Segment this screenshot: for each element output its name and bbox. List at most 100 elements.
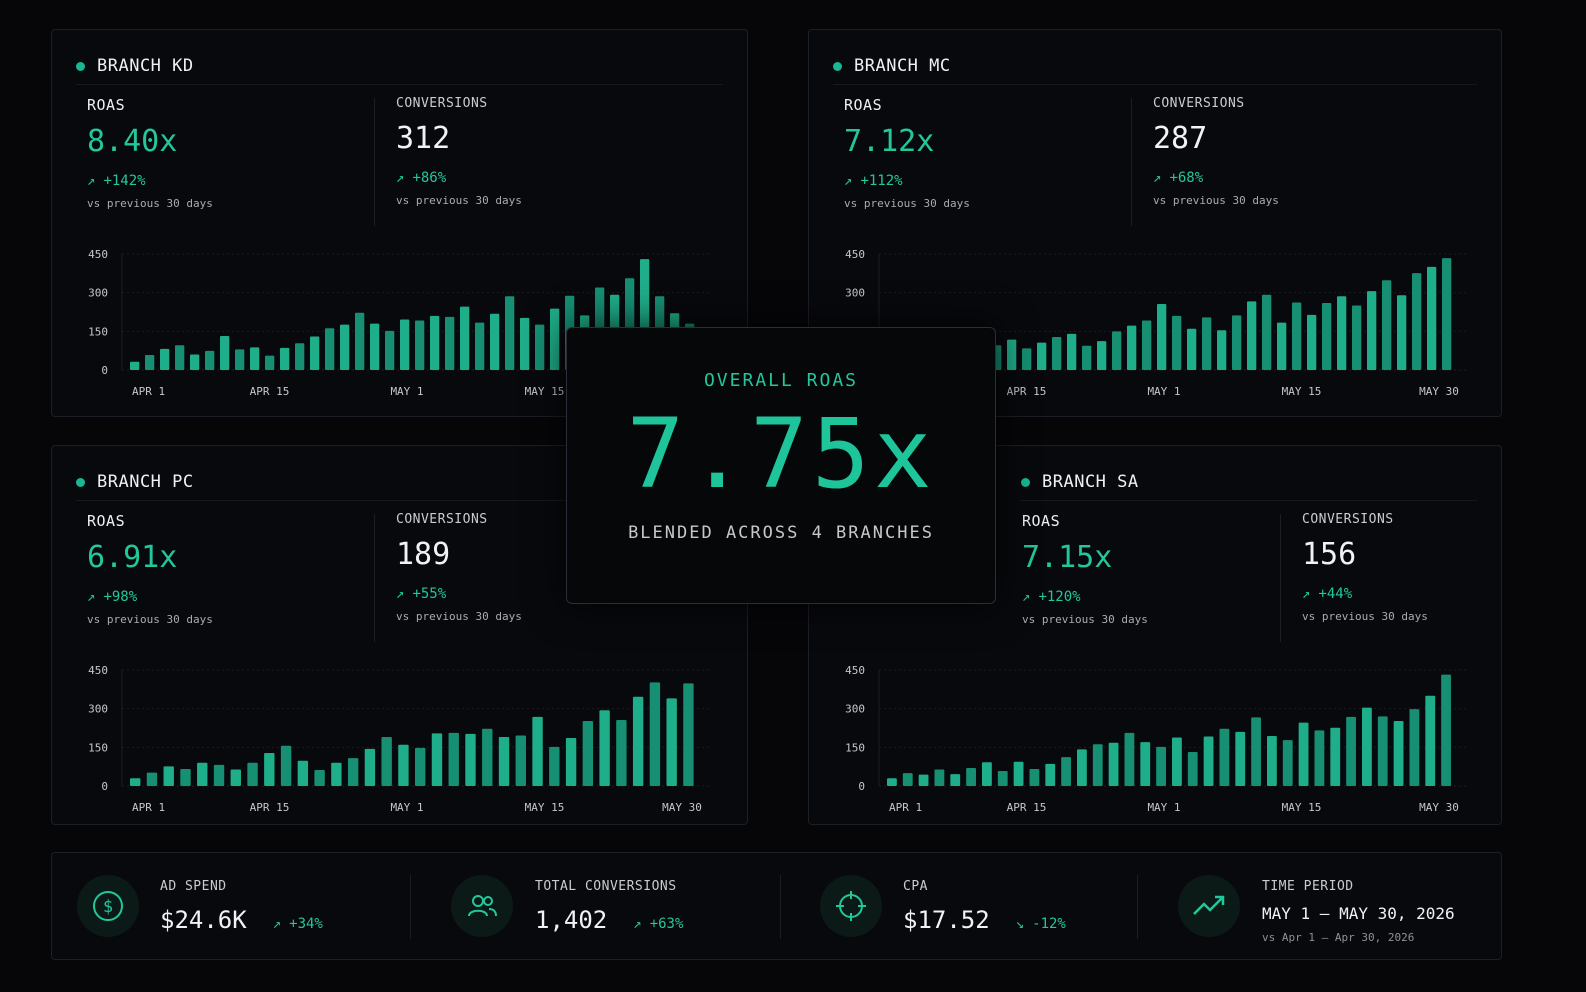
total-conversions-label: TOTAL CONVERSIONS	[535, 879, 677, 894]
bar	[235, 349, 245, 370]
conversions-metric: CONVERSIONS 287 ↗ +68% vs previous 30 day…	[1153, 96, 1279, 207]
bar	[381, 737, 392, 786]
bar	[505, 296, 515, 370]
roas-value: 6.91x	[87, 540, 178, 575]
bar	[190, 354, 200, 370]
bar	[482, 728, 493, 786]
bar	[347, 758, 359, 786]
branch-title: BRANCH SA	[1042, 472, 1139, 492]
svg-text:$: $	[103, 897, 113, 917]
y-tick-label: 300	[88, 287, 108, 300]
arrow-down-right-icon: ↘	[1015, 916, 1025, 932]
bar	[1247, 301, 1257, 370]
bar	[1157, 304, 1167, 370]
bar-chart: 0 150 300 450 APR 1 APR 15 MAY 1 MAY 15 MAY 30	[88, 664, 712, 814]
conversions-label: CONVERSIONS	[396, 96, 488, 111]
y-tick-label: 300	[88, 703, 108, 716]
bar	[1202, 317, 1212, 370]
bar	[1127, 325, 1137, 370]
bar	[1187, 751, 1198, 786]
ad-spend-text: AD SPEND $24.6K ↗ +34%	[160, 879, 323, 934]
branch-title: BRANCH PC	[97, 472, 194, 492]
bar	[498, 737, 510, 786]
bar	[247, 762, 258, 786]
total-conversions-change: ↗ +63%	[633, 916, 684, 932]
bar	[355, 312, 365, 370]
bar	[515, 735, 526, 786]
time-period-label: TIME PERIOD	[1262, 879, 1354, 894]
bar	[205, 350, 215, 370]
total-conversions-stat: TOTAL CONVERSIONS 1,402 ↗ +63%	[410, 853, 780, 959]
dollar-icon: $	[77, 875, 139, 937]
comparison-text: vs previous 30 days	[87, 613, 213, 626]
ad-spend-value: $24.6K	[160, 906, 247, 934]
bar	[1045, 763, 1056, 786]
status-dot	[76, 61, 85, 71]
y-tick-label: 300	[845, 703, 865, 716]
bar	[520, 317, 530, 370]
x-tick-label: MAY 30	[1419, 801, 1459, 814]
bar	[220, 335, 230, 370]
roas-value: 8.40x	[87, 124, 178, 159]
bar	[280, 745, 292, 786]
conversions-change: ↗ +55%	[396, 586, 447, 602]
conversions-change: ↗ +68%	[1153, 170, 1204, 186]
bar	[982, 762, 992, 786]
bar	[430, 315, 440, 370]
bar	[1140, 742, 1151, 786]
bar	[1441, 674, 1451, 786]
bar	[325, 328, 335, 370]
divider	[374, 98, 375, 226]
arrow-up-right-icon: ↗	[1022, 589, 1031, 605]
bar	[314, 770, 325, 786]
bar	[902, 773, 913, 786]
bar	[331, 762, 342, 786]
bar	[1382, 280, 1392, 370]
bar	[1112, 331, 1122, 370]
y-tick-label: 150	[88, 325, 108, 338]
bar	[1082, 345, 1092, 370]
bar	[1022, 348, 1032, 370]
conversions-value: 287	[1153, 121, 1208, 156]
bar	[280, 347, 290, 370]
x-tick-label: MAY 1	[390, 801, 423, 814]
arrow-up-right-icon: ↗	[633, 916, 642, 932]
ad-spend-label: AD SPEND	[160, 879, 227, 894]
bar	[1267, 735, 1277, 786]
bar	[1219, 728, 1230, 786]
y-tick-label: 150	[845, 741, 865, 754]
cpa-text: CPA $17.52 ↘ -12%	[903, 879, 1066, 934]
conversions-metric: CONVERSIONS 312 ↗ +86% vs previous 30 day…	[396, 96, 522, 207]
overall-roas-panel: OVERALL ROAS 7.75x BLENDED ACROSS 4 BRAN…	[566, 327, 996, 604]
target-icon	[820, 875, 882, 937]
bar	[1037, 342, 1047, 370]
divider	[1131, 98, 1132, 226]
cpa-change: ↘ -12%	[1015, 916, 1066, 932]
roas-change: ↗ +112%	[844, 173, 903, 189]
branch-header: BRANCH SA	[1021, 464, 1477, 501]
status-dot	[1021, 477, 1030, 487]
bar	[1307, 314, 1317, 370]
divider	[780, 875, 781, 939]
bar	[460, 306, 470, 370]
bar	[415, 320, 425, 370]
total-conversions-text: TOTAL CONVERSIONS 1,402 ↗ +63%	[535, 879, 683, 934]
comparison-text: vs previous 30 days	[1022, 613, 1148, 626]
conversions-value: 156	[1302, 537, 1357, 572]
arrow-up-right-icon: ↗	[87, 589, 96, 605]
arrow-up-right-icon: ↗	[1153, 170, 1162, 186]
bar	[1156, 746, 1166, 786]
overall-roas-subtitle: BLENDED ACROSS 4 BRANCHES	[628, 523, 934, 543]
bar	[180, 768, 191, 786]
branch-title: BRANCH MC	[854, 56, 951, 76]
bar	[1367, 291, 1377, 370]
bar	[1337, 296, 1347, 370]
x-tick-label: MAY 15	[1282, 801, 1322, 814]
roas-label: ROAS	[1022, 512, 1061, 530]
conversions-change: ↗ +44%	[1302, 586, 1353, 602]
conversions-metric: CONVERSIONS 189 ↗ +55% vs previous 30 day…	[396, 512, 522, 623]
bar	[265, 355, 275, 370]
bar	[431, 733, 443, 786]
bar	[1352, 305, 1362, 370]
bar	[1124, 732, 1135, 786]
